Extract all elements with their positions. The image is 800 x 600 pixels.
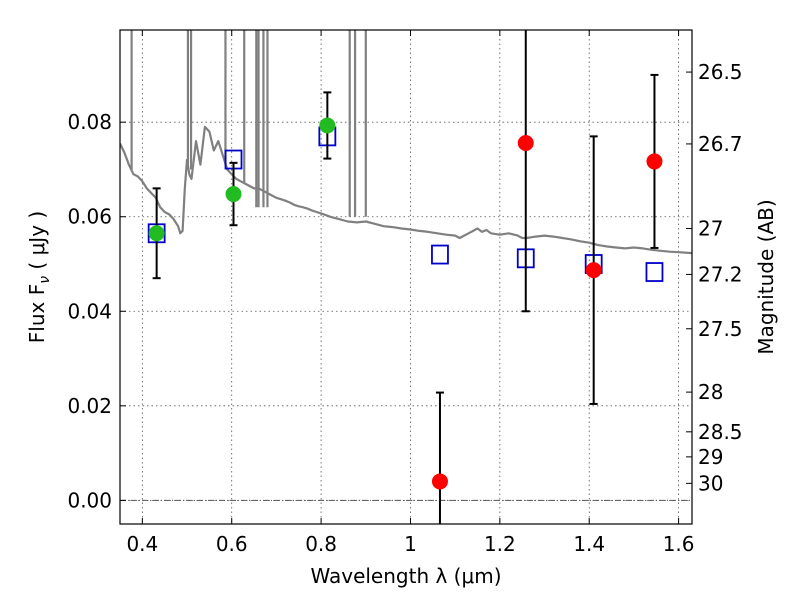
x-tick-label: 0.4 bbox=[126, 532, 158, 556]
plot-frame bbox=[119, 29, 693, 525]
x-axis-ticks: 0.4 0.6 0.8 1 1.2 1.4 1.6 bbox=[126, 30, 695, 556]
model-flux-square bbox=[431, 244, 449, 265]
x-tick-label: 0.6 bbox=[216, 532, 248, 556]
y-tick-label: 0.06 bbox=[67, 205, 112, 229]
right-tick-label: 27 bbox=[698, 217, 723, 241]
y-axis-left-title-subscript: ν bbox=[37, 276, 53, 284]
y-tick-label: 0.00 bbox=[67, 488, 112, 512]
observed-photometry-markers bbox=[148, 117, 663, 490]
y-axis-left-title-main: Flux F bbox=[25, 284, 49, 343]
observed-flux-point bbox=[319, 117, 336, 134]
right-tick-label: 28.5 bbox=[698, 420, 743, 444]
observed-flux-point bbox=[646, 153, 663, 170]
y-axis-left-ticks: 0.00 0.02 0.04 0.06 0.08 bbox=[67, 110, 126, 512]
spectrum-line bbox=[120, 125, 692, 255]
model-photometry-markers bbox=[147, 126, 664, 282]
x-tick-label: 1.2 bbox=[484, 532, 516, 556]
x-tick-label: 1.6 bbox=[663, 532, 695, 556]
x-axis-title: Wavelength λ (μm) bbox=[310, 564, 501, 588]
y-axis-right-title: Magnitude (AB) bbox=[754, 199, 778, 354]
y-tick-label: 0.08 bbox=[67, 110, 112, 134]
right-tick-label: 26.7 bbox=[698, 132, 743, 156]
observed-flux-point bbox=[431, 473, 448, 490]
x-tick-label: 1.4 bbox=[573, 532, 605, 556]
error-bars bbox=[152, 30, 659, 524]
right-tick-label: 27.5 bbox=[698, 317, 743, 341]
observed-flux-point bbox=[585, 262, 602, 279]
x-tick-label: 1 bbox=[404, 532, 417, 556]
observed-flux-point bbox=[225, 186, 242, 203]
plot-area bbox=[120, 30, 692, 524]
right-tick-label: 26.5 bbox=[698, 60, 743, 84]
grid-lines bbox=[120, 30, 692, 524]
right-tick-label: 28 bbox=[698, 380, 723, 404]
right-tick-label: 27.2 bbox=[698, 262, 743, 286]
x-tick-label: 0.8 bbox=[305, 532, 337, 556]
y-axis-left-title-unit: ( μJy ) bbox=[25, 211, 49, 276]
model-spectrum bbox=[120, 30, 692, 255]
right-tick-label: 30 bbox=[698, 471, 723, 495]
model-flux-square bbox=[645, 262, 664, 282]
observed-flux-point bbox=[517, 134, 534, 151]
y-tick-label: 0.04 bbox=[67, 299, 112, 323]
y-axis-left-title: Flux Fν ( μJy ) bbox=[25, 211, 53, 343]
y-tick-label: 0.02 bbox=[67, 394, 112, 418]
observed-flux-point bbox=[148, 225, 165, 242]
right-tick-label: 29 bbox=[698, 445, 723, 469]
